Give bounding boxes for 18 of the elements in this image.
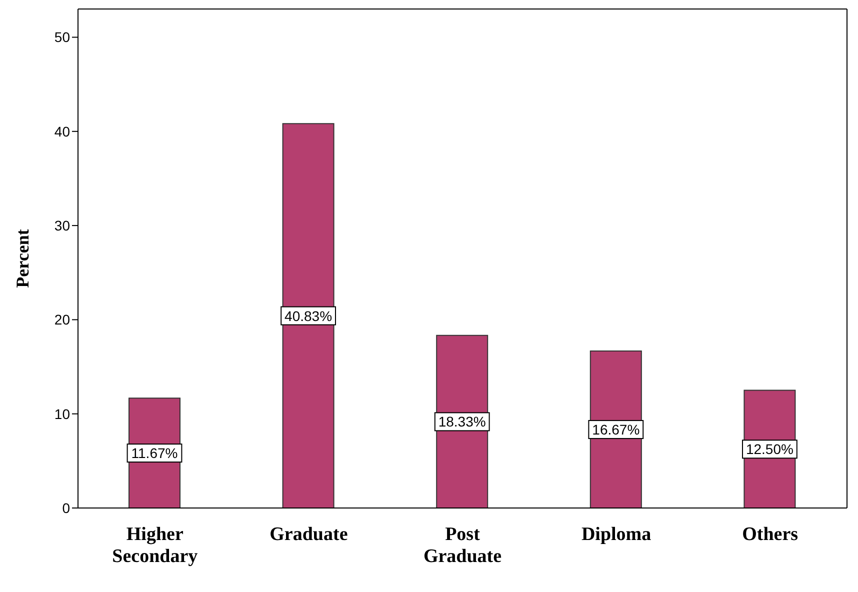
bar: [282, 123, 334, 508]
x-tick-label: Post Graduate: [423, 524, 502, 567]
x-tick-label: Diploma: [581, 524, 652, 545]
y-tick-label: 30: [54, 218, 70, 234]
data-label: 11.67%: [131, 445, 178, 462]
data-label: 40.83%: [284, 308, 332, 324]
y-tick-label: 10: [54, 406, 70, 422]
data-label: 16.67%: [592, 422, 640, 438]
y-tick-label: 40: [54, 123, 70, 140]
y-tick-label: 20: [54, 312, 70, 328]
x-tick-label: Others: [742, 524, 798, 545]
data-label: 18.33%: [438, 414, 486, 430]
data-label: 12.50%: [746, 441, 794, 458]
y-axis-title: Percent: [12, 229, 32, 288]
x-tick-label: Higher Secondary: [112, 524, 198, 567]
y-tick-label: 50: [54, 29, 70, 46]
y-tick-label: 0: [62, 500, 70, 516]
x-tick-label: Graduate: [270, 524, 348, 545]
